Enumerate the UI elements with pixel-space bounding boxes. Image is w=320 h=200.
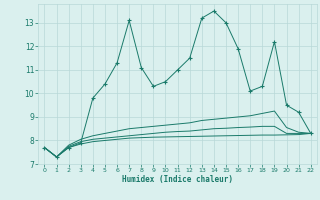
- X-axis label: Humidex (Indice chaleur): Humidex (Indice chaleur): [122, 175, 233, 184]
